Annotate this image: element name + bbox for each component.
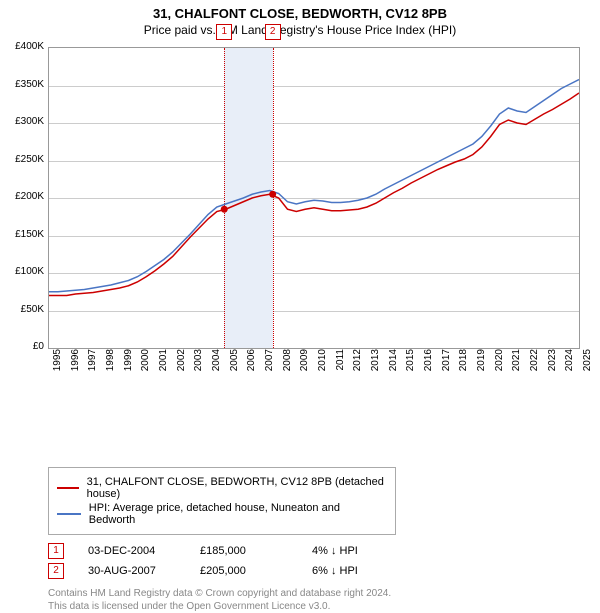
legend-swatch (57, 487, 79, 489)
x-axis-label: 2001 (158, 349, 169, 371)
event-marker: 2 (265, 24, 281, 40)
y-axis-label: £150K (4, 229, 44, 240)
x-axis-label: 2012 (352, 349, 363, 371)
x-axis-label: 2015 (405, 349, 416, 371)
x-axis-label: 2022 (529, 349, 540, 371)
x-axis-label: 1998 (105, 349, 116, 371)
event-number-box: 2 (48, 563, 64, 579)
legend-label: 31, CHALFONT CLOSE, BEDWORTH, CV12 8PB (… (87, 476, 387, 500)
x-axis-label: 2007 (264, 349, 275, 371)
x-axis-label: 2002 (176, 349, 187, 371)
footer-attribution: Contains HM Land Registry data © Crown c… (48, 587, 588, 613)
event-row: 1 03-DEC-2004 £185,000 4% ↓ HPI (48, 543, 588, 559)
x-axis-label: 2024 (564, 349, 575, 371)
x-axis-label: 2003 (193, 349, 204, 371)
x-axis-label: 2006 (246, 349, 257, 371)
x-axis-label: 1995 (52, 349, 63, 371)
chart-legend: 31, CHALFONT CLOSE, BEDWORTH, CV12 8PB (… (48, 467, 396, 535)
event-table: 1 03-DEC-2004 £185,000 4% ↓ HPI 2 30-AUG-2007… (48, 543, 588, 579)
event-number-box: 1 (48, 543, 64, 559)
footer-line: This data is licensed under the Open Gov… (48, 600, 588, 613)
series-hpi (49, 80, 579, 292)
x-axis-label: 2020 (494, 349, 505, 371)
event-row: 2 30-AUG-2007 £205,000 6% ↓ HPI (48, 563, 588, 579)
x-axis-label: 2013 (370, 349, 381, 371)
x-axis-label: 2014 (388, 349, 399, 371)
event-dot (269, 191, 276, 198)
y-axis-label: £400K (4, 41, 44, 52)
y-axis-label: £50K (4, 304, 44, 315)
y-axis-label: £100K (4, 266, 44, 277)
x-axis-label: 2021 (511, 349, 522, 371)
y-axis-label: £300K (4, 116, 44, 127)
x-axis-label: 2000 (140, 349, 151, 371)
x-axis-label: 1999 (123, 349, 134, 371)
legend-label: HPI: Average price, detached house, Nune… (89, 502, 387, 526)
event-date: 30-AUG-2007 (88, 565, 176, 577)
event-price: £205,000 (200, 565, 288, 577)
x-axis-label: 1996 (70, 349, 81, 371)
y-axis-label: £250K (4, 154, 44, 165)
y-axis-label: £200K (4, 191, 44, 202)
event-delta: 6% ↓ HPI (312, 565, 400, 577)
event-date: 03-DEC-2004 (88, 545, 176, 557)
page-title: 31, CHALFONT CLOSE, BEDWORTH, CV12 8PB (0, 6, 600, 21)
x-axis-label: 2005 (229, 349, 240, 371)
x-axis-label: 2017 (441, 349, 452, 371)
x-axis-label: 1997 (87, 349, 98, 371)
x-axis-label: 2018 (458, 349, 469, 371)
page-subtitle: Price paid vs. HM Land Registry's House … (0, 23, 600, 37)
y-axis-label: £350K (4, 79, 44, 90)
event-price: £185,000 (200, 545, 288, 557)
x-axis-label: 2010 (317, 349, 328, 371)
legend-row: 31, CHALFONT CLOSE, BEDWORTH, CV12 8PB (… (57, 476, 387, 500)
x-axis-label: 2016 (423, 349, 434, 371)
y-axis-label: £0 (4, 341, 44, 352)
event-dot (221, 206, 228, 213)
x-axis-label: 2019 (476, 349, 487, 371)
legend-row: HPI: Average price, detached house, Nune… (57, 502, 387, 526)
x-axis-label: 2023 (547, 349, 558, 371)
price-chart: 12 £0£50K£100K£150K£200K£250K£300K£350K£… (48, 47, 588, 407)
footer-line: Contains HM Land Registry data © Crown c… (48, 587, 588, 600)
x-axis-label: 2025 (582, 349, 593, 371)
x-axis-label: 2008 (282, 349, 293, 371)
x-axis-label: 2004 (211, 349, 222, 371)
event-delta: 4% ↓ HPI (312, 545, 400, 557)
x-axis-label: 2011 (335, 349, 346, 371)
event-marker: 1 (216, 24, 232, 40)
x-axis-label: 2009 (299, 349, 310, 371)
series-price_paid (49, 93, 579, 296)
legend-swatch (57, 513, 81, 515)
